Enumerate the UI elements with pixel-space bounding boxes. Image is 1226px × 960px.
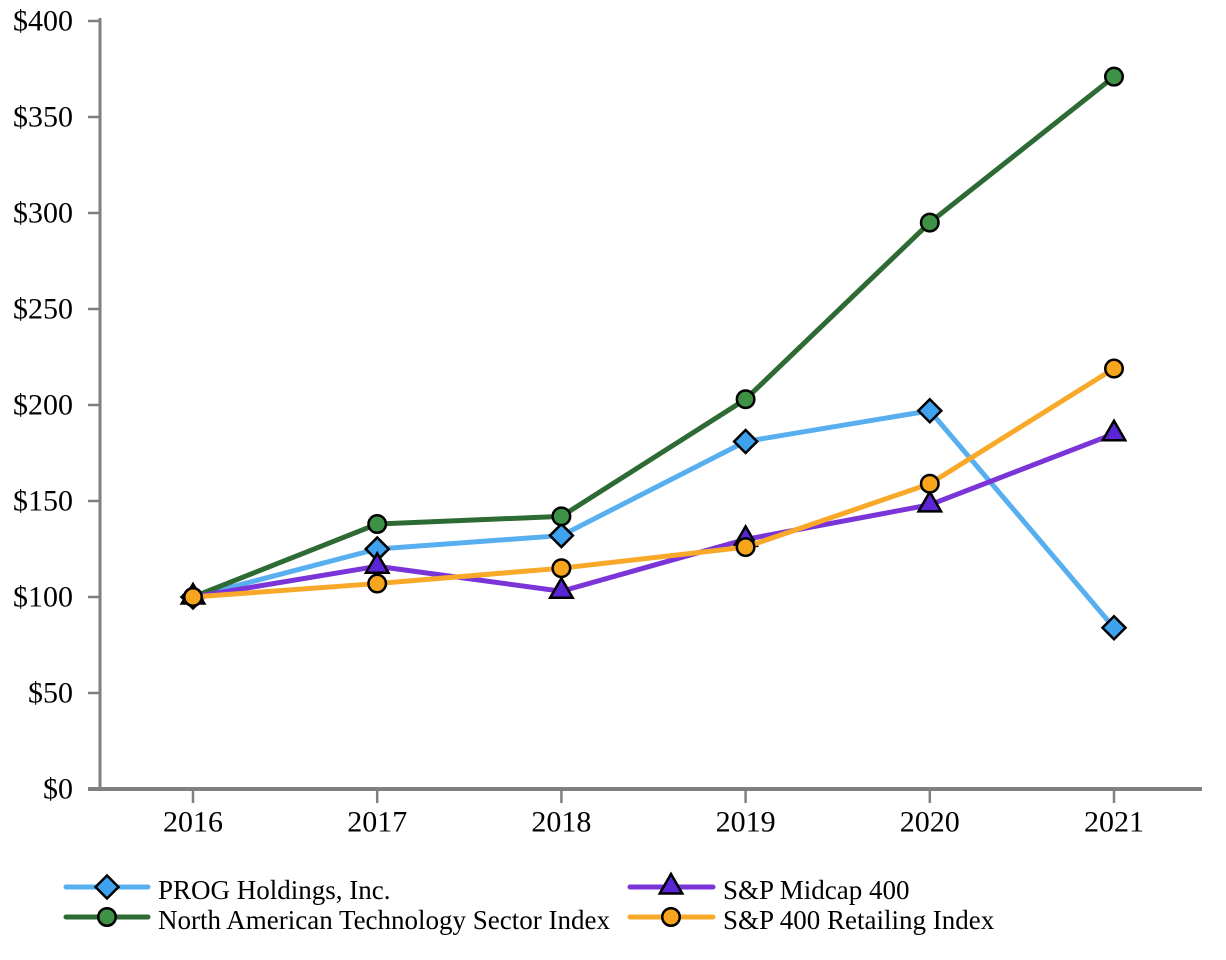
marker-prog-holdings-inc-2021	[1100, 614, 1128, 641]
y-tick-label: $50	[28, 677, 73, 710]
series-line-prog-holdings-inc	[190, 408, 1117, 631]
marker-s-p-400-retailing-index-2020	[919, 473, 940, 494]
marker-prog-holdings-inc-2020	[916, 397, 944, 425]
legend-marker-s-p-midcap-400	[657, 871, 685, 895]
marker-s-p-400-retailing-index-2021	[1104, 358, 1124, 379]
y-tick-label: $150	[13, 485, 73, 518]
marker-north-american-technology-sector-index-2018	[551, 506, 572, 527]
legend-label-north-american-technology-sector-index: North American Technology Sector Index	[158, 905, 610, 935]
y-tick-label: $300	[13, 197, 73, 230]
marker-s-p-400-retailing-index-2019	[735, 537, 756, 558]
legend-marker-north-american-technology-sector-index	[97, 907, 117, 927]
x-tick-label: 2020	[900, 806, 960, 839]
marker-north-american-technology-sector-index-2017	[367, 514, 388, 535]
series-line-s-p-400-retailing-index	[190, 366, 1117, 600]
y-tick-label: $100	[13, 581, 73, 614]
legend-marker-prog-holdings-inc	[93, 873, 121, 901]
legend-label-s-p-400-retailing-index: S&P 400 Retailing Index	[723, 905, 995, 935]
y-tick-label: $250	[13, 293, 73, 326]
x-tick-label: 2021	[1084, 806, 1144, 839]
marker-prog-holdings-inc-2018	[548, 522, 575, 549]
marker-s-p-midcap-400-2018	[547, 575, 575, 599]
y-tick-label: $200	[13, 389, 73, 422]
legend-marker-s-p-400-retailing-index	[661, 907, 681, 927]
x-tick-label: 2018	[531, 806, 591, 839]
series-line-s-p-midcap-400	[190, 431, 1117, 600]
marker-s-p-midcap-400-2017	[363, 550, 391, 575]
marker-s-p-400-retailing-index-2016	[183, 587, 203, 607]
marker-s-p-400-retailing-index-2018	[551, 558, 572, 579]
marker-s-p-midcap-400-2021	[1100, 418, 1128, 442]
marker-s-p-400-retailing-index-2017	[367, 573, 388, 594]
x-tick-label: 2016	[163, 806, 223, 839]
series-line-north-american-technology-sector-index	[190, 74, 1117, 600]
marker-north-american-technology-sector-index-2020	[919, 212, 940, 233]
y-tick-label: $0	[43, 773, 73, 806]
y-tick-label: $350	[13, 101, 73, 134]
marker-north-american-technology-sector-index-2021	[1104, 66, 1124, 87]
legend-label-prog-holdings-inc: PROG Holdings, Inc.	[158, 875, 391, 905]
marker-north-american-technology-sector-index-2019	[735, 389, 756, 410]
legend-label-s-p-midcap-400: S&P Midcap 400	[723, 875, 910, 905]
y-tick-label: $400	[13, 5, 73, 38]
marker-s-p-midcap-400-2020	[916, 489, 944, 513]
x-tick-label: 2017	[347, 806, 407, 839]
x-tick-label: 2019	[716, 806, 776, 839]
marker-prog-holdings-inc-2019	[732, 428, 759, 455]
